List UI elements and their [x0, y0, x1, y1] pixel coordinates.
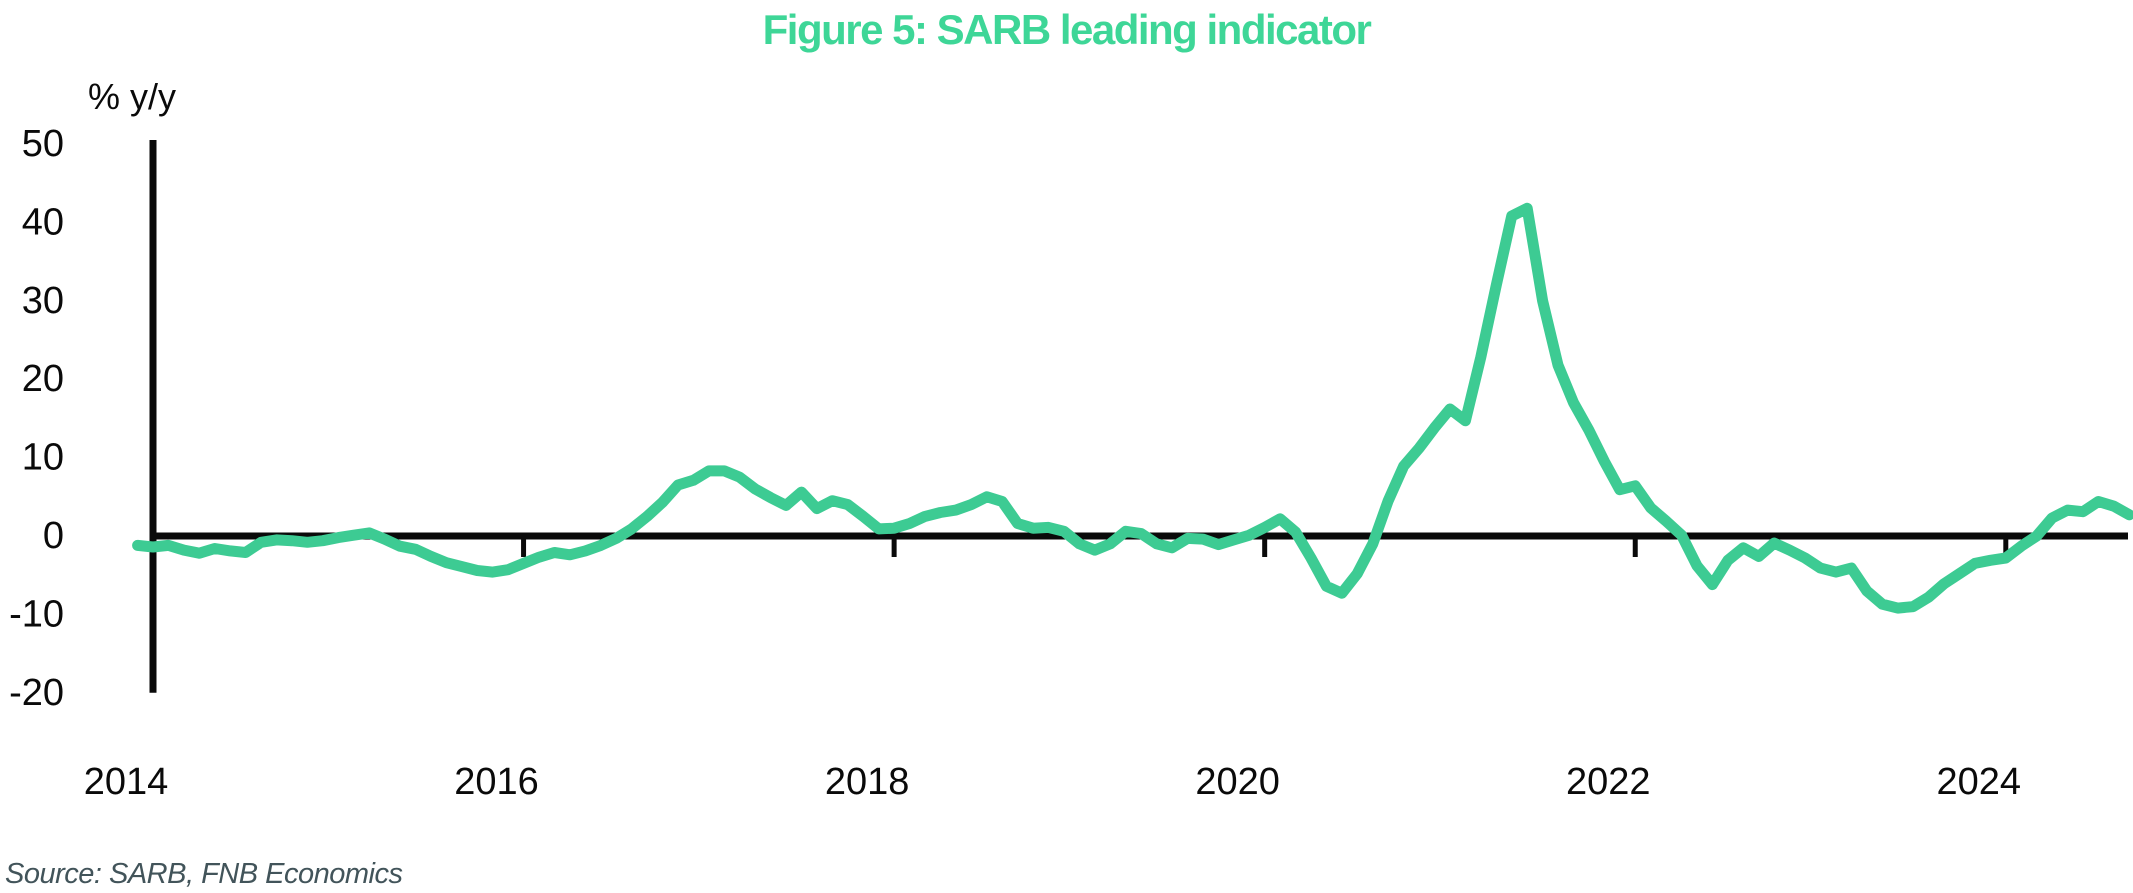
y-axis-unit-label: % y/y [88, 76, 177, 117]
y-axis-tick-label: 30 [22, 280, 64, 322]
y-axis-tick-label: 10 [22, 437, 64, 479]
source-note: Source: SARB, FNB Economics [5, 858, 403, 890]
x-axis-year-label: 2018 [825, 761, 910, 803]
y-axis-tick-label: -10 [9, 593, 64, 635]
x-axis-year-label: 2022 [1566, 761, 1651, 803]
chart-title: Figure 5: SARB leading indicator [762, 6, 1372, 53]
chart-series [132, 202, 2133, 614]
axis-tick-labels: 50 40 30 20 10 0 -10 -20 2014 2016 2018 2020 2022 202… [9, 123, 2021, 803]
leading-indicator-line [132, 202, 2133, 614]
x-axis-year-label: 2016 [454, 761, 539, 803]
y-axis-tick-label: 0 [43, 515, 64, 557]
y-axis-tick-label: -20 [9, 672, 64, 714]
x-axis-year-label: 2024 [1937, 761, 2022, 803]
y-axis-tick-label: 40 [22, 201, 64, 243]
y-axis-tick-label: 20 [22, 358, 64, 400]
x-axis-year-label: 2020 [1195, 761, 1280, 803]
chart-axes [149, 140, 2128, 693]
x-axis-year-label: 2014 [84, 761, 169, 803]
y-axis-tick-label: 50 [22, 123, 64, 165]
